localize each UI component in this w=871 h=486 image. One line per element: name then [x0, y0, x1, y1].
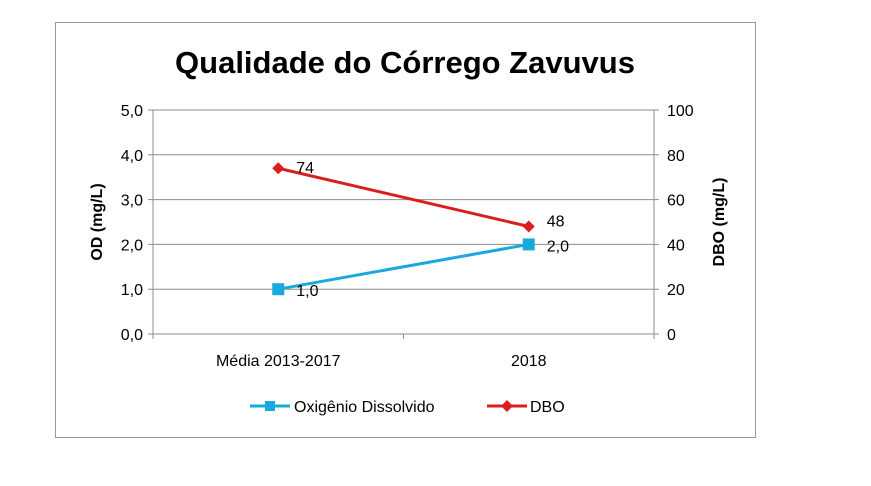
data-point-od: [522, 238, 535, 251]
series-line-dbo: [277, 166, 530, 228]
y-right-tick-label: 60: [667, 193, 685, 210]
y-right-tick-label: 20: [667, 282, 685, 299]
data-label: 2,0: [547, 238, 569, 255]
legend-label-dbo: DBO: [530, 399, 565, 416]
y-left-tick-label: 2,0: [121, 237, 143, 254]
data-label: 74: [296, 160, 314, 177]
legend-marker-od: [265, 401, 275, 411]
legend: Oxigênio Dissolvido DBO: [250, 399, 565, 416]
data-point-od: [272, 283, 285, 296]
chart-frame: [55, 22, 756, 438]
y-right-tick-label: 0: [667, 327, 676, 344]
data-point-dbo: [272, 162, 285, 175]
series-line-od: [277, 242, 530, 291]
data-point-dbo: [522, 220, 535, 233]
y-right-tick-label: 40: [667, 237, 685, 254]
legend-label-od: Oxigênio Dissolvido: [294, 399, 435, 416]
data-label: 1,0: [296, 283, 318, 300]
y-left-tick-label: 0,0: [121, 327, 143, 344]
legend-marker-dbo: [501, 400, 513, 412]
data-label: 48: [547, 213, 565, 230]
y-left-tick-label: 4,0: [121, 148, 143, 165]
y-left-tick-label: 1,0: [121, 282, 143, 299]
y-right-tick-label: 80: [667, 148, 685, 165]
x-tick-label: 2018: [511, 353, 547, 370]
y-right-label: DBO (mg/L): [711, 178, 728, 267]
x-tick-label: Média 2013-2017: [216, 353, 341, 370]
y-right-tick-label: 100: [667, 103, 694, 120]
y-left-tick-label: 3,0: [121, 193, 143, 210]
y-left-label: OD (mg/L): [89, 183, 106, 260]
chart-title: Qualidade do Córrego Zavuvus: [175, 45, 635, 80]
y-left-tick-label: 5,0: [121, 103, 143, 120]
